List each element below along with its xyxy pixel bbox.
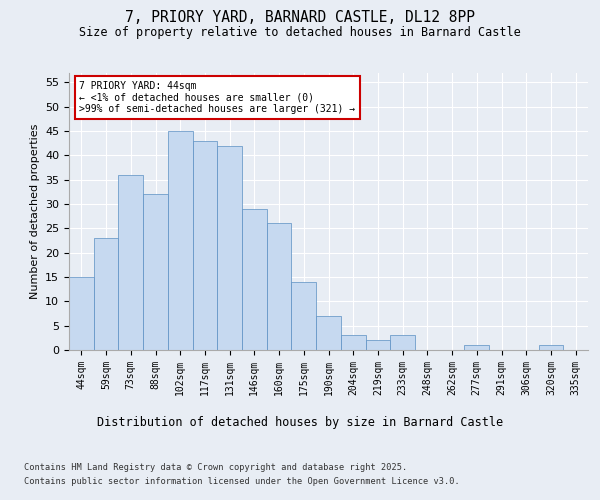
Bar <box>94 238 118 350</box>
Bar <box>464 345 489 350</box>
Bar <box>118 174 143 350</box>
Bar <box>69 277 94 350</box>
Bar <box>242 209 267 350</box>
Bar <box>316 316 341 350</box>
Bar <box>292 282 316 350</box>
Bar <box>365 340 390 350</box>
Bar <box>341 336 365 350</box>
Bar <box>168 131 193 350</box>
Y-axis label: Number of detached properties: Number of detached properties <box>29 124 40 299</box>
Bar <box>193 140 217 350</box>
Text: Contains public sector information licensed under the Open Government Licence v3: Contains public sector information licen… <box>24 476 460 486</box>
Bar <box>539 345 563 350</box>
Bar <box>390 336 415 350</box>
Bar <box>267 224 292 350</box>
Bar <box>143 194 168 350</box>
Text: 7, PRIORY YARD, BARNARD CASTLE, DL12 8PP: 7, PRIORY YARD, BARNARD CASTLE, DL12 8PP <box>125 10 475 25</box>
Bar <box>217 146 242 350</box>
Text: 7 PRIORY YARD: 44sqm
← <1% of detached houses are smaller (0)
>99% of semi-detac: 7 PRIORY YARD: 44sqm ← <1% of detached h… <box>79 81 356 114</box>
Text: Size of property relative to detached houses in Barnard Castle: Size of property relative to detached ho… <box>79 26 521 39</box>
Text: Distribution of detached houses by size in Barnard Castle: Distribution of detached houses by size … <box>97 416 503 429</box>
Text: Contains HM Land Registry data © Crown copyright and database right 2025.: Contains HM Land Registry data © Crown c… <box>24 463 407 472</box>
